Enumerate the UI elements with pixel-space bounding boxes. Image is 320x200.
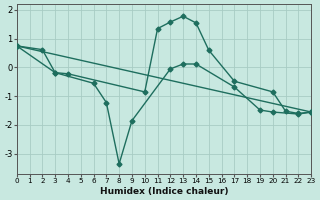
X-axis label: Humidex (Indice chaleur): Humidex (Indice chaleur): [100, 187, 228, 196]
